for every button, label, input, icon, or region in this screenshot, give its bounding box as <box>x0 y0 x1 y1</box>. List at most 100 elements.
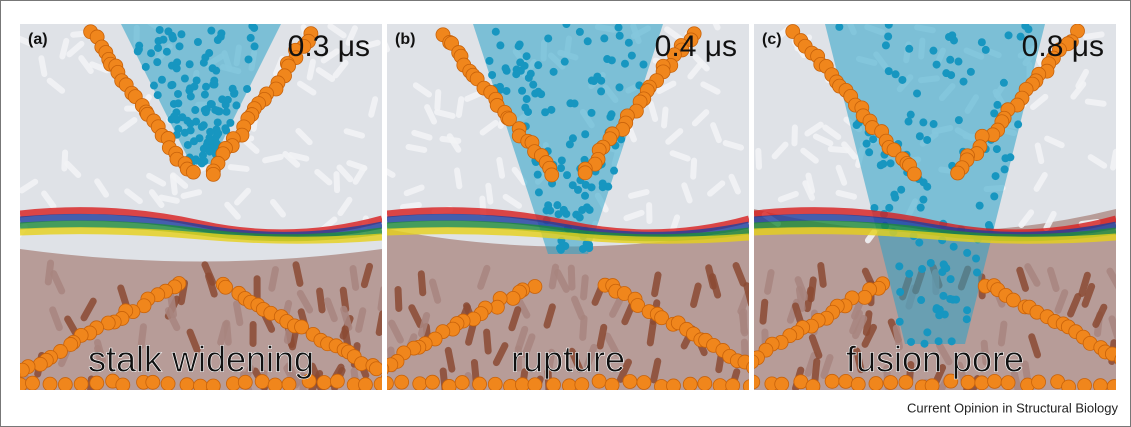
water-bead <box>170 113 178 121</box>
water-bead <box>202 108 210 116</box>
water-bead <box>940 262 948 270</box>
water-bead <box>502 64 510 72</box>
water-bead <box>640 61 648 69</box>
water-bead <box>600 34 608 42</box>
water-bead <box>232 101 240 109</box>
water-bead <box>251 42 259 50</box>
water-bead <box>190 83 198 91</box>
lipid-tail <box>568 264 576 290</box>
water-bead <box>214 129 222 137</box>
water-bead <box>584 37 592 45</box>
water-bead <box>579 245 587 253</box>
headgroup-bead <box>219 280 233 294</box>
headgroup-bead <box>488 377 502 391</box>
headgroup-bead <box>25 376 39 390</box>
water-bead <box>919 196 927 204</box>
headgroup-bead <box>545 168 559 182</box>
water-bead <box>590 77 598 85</box>
headgroup-bead <box>395 375 409 389</box>
water-bead <box>896 318 904 326</box>
water-bead <box>581 130 589 138</box>
water-bead <box>156 26 164 34</box>
page: Current Opinion in Structural Biology (a… <box>0 0 1131 427</box>
water-bead <box>154 91 162 99</box>
water-bead <box>174 90 182 98</box>
water-bead <box>588 183 596 191</box>
water-bead <box>615 23 623 31</box>
headgroup-bead <box>358 378 372 392</box>
panel-caption: rupture <box>511 339 625 380</box>
water-bead <box>923 183 931 191</box>
water-bead <box>174 99 182 107</box>
water-bead <box>933 304 941 312</box>
water-bead <box>587 109 595 117</box>
panel-time: 0.4 μs <box>655 30 737 63</box>
figure: Current Opinion in Structural Biology (a… <box>0 0 1131 427</box>
water-bead <box>597 87 605 95</box>
water-bead <box>206 128 214 136</box>
water-bead <box>952 296 960 304</box>
lipid-tail <box>791 124 798 146</box>
water-bead <box>610 167 618 175</box>
water-bead <box>990 192 998 200</box>
water-bead <box>173 64 181 72</box>
water-bead <box>628 52 636 60</box>
water-bead <box>905 45 913 53</box>
water-bead <box>967 68 975 76</box>
water-bead <box>895 262 903 270</box>
water-bead <box>865 148 873 156</box>
lipid-tail <box>333 171 340 193</box>
water-bead <box>993 145 1001 153</box>
water-bead <box>963 306 971 314</box>
water-bead <box>887 159 895 167</box>
water-bead <box>177 30 185 38</box>
lipid-tail <box>646 202 652 224</box>
water-bead <box>945 33 953 41</box>
water-bead <box>890 191 898 199</box>
water-bead <box>201 91 209 99</box>
water-bead <box>159 36 167 44</box>
water-bead <box>918 265 926 273</box>
water-bead <box>223 108 231 116</box>
water-bead <box>566 140 574 148</box>
water-bead <box>492 28 500 36</box>
water-bead <box>521 62 529 70</box>
headgroup-bead <box>206 167 220 181</box>
water-bead <box>544 34 552 42</box>
water-bead <box>523 52 531 60</box>
water-bead <box>147 49 155 57</box>
water-bead <box>603 55 611 63</box>
water-bead <box>976 202 984 210</box>
water-bead <box>153 58 161 66</box>
water-bead <box>982 46 990 54</box>
headgroup-bead <box>58 378 72 392</box>
water-bead <box>207 27 215 35</box>
headgroup-bead <box>180 378 194 392</box>
headgroup-bead <box>575 378 589 392</box>
water-bead <box>556 244 564 252</box>
headgroup-bead <box>637 376 651 390</box>
water-bead <box>229 85 237 93</box>
water-bead <box>550 68 558 76</box>
lipid-tail <box>434 89 441 111</box>
water-bead <box>882 41 890 49</box>
water-bead <box>915 239 923 247</box>
water-bead <box>930 120 938 128</box>
water-bead <box>955 116 963 124</box>
water-bead <box>907 111 915 119</box>
headgroup-bead <box>455 376 469 390</box>
headgroup-bead <box>186 165 200 179</box>
water-bead <box>558 156 566 164</box>
water-bead <box>512 70 520 78</box>
water-bead <box>544 201 552 209</box>
water-bead <box>174 125 182 133</box>
water-bead <box>917 204 925 212</box>
water-bead <box>897 186 905 194</box>
headgroup-bead <box>951 166 965 180</box>
water-bead <box>200 59 208 67</box>
headgroup-bead <box>317 375 331 389</box>
headgroup-bead <box>116 378 130 392</box>
water-bead <box>243 85 251 93</box>
water-bead <box>488 71 496 79</box>
water-bead <box>586 206 594 214</box>
